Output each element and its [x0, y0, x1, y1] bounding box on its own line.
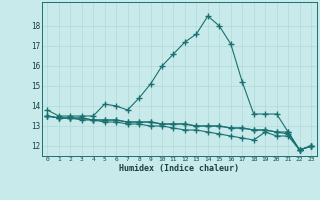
X-axis label: Humidex (Indice chaleur): Humidex (Indice chaleur) [119, 164, 239, 173]
